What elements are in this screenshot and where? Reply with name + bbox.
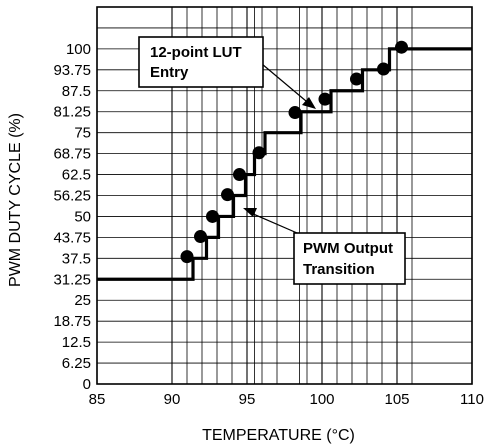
- pwm-transition-arrow-line: [250, 212, 305, 237]
- x-tick-label: 95: [239, 391, 256, 408]
- y-tick-label: 25: [74, 292, 91, 309]
- x-tick-label: 85: [89, 391, 106, 408]
- x-tick-label: 100: [309, 391, 334, 408]
- lut-point: [395, 40, 408, 54]
- x-tick-label: 105: [384, 391, 409, 408]
- lut-point: [377, 62, 390, 76]
- y-tick-label: 12.5: [62, 334, 91, 351]
- lut-entry-arrowhead: [302, 97, 316, 109]
- y-tick-label: 6.25: [62, 355, 91, 372]
- pwm-transition-callout-line-2: Transition: [303, 261, 375, 278]
- y-tick-label: 93.75: [53, 62, 91, 79]
- lut-point: [180, 250, 194, 264]
- y-tick-label: 31.25: [53, 271, 91, 288]
- lut-point: [206, 209, 219, 223]
- x-tick-label: 110: [460, 391, 484, 408]
- y-tick-label: 56.25: [53, 188, 91, 205]
- y-tick-label: 68.75: [53, 146, 91, 163]
- lut-point: [288, 106, 302, 120]
- y-tick-label: 37.5: [62, 250, 91, 267]
- y-tick-label: 81.25: [53, 104, 91, 121]
- lut-entry-arrow-line: [261, 63, 307, 102]
- lut-point: [233, 168, 246, 182]
- lut-entry-callout-line-1: 12-point LUT: [150, 44, 242, 61]
- y-tick-label: 100: [66, 41, 91, 58]
- lut-point: [252, 146, 266, 160]
- pwm-transition-callout: PWM Output Transition: [243, 208, 406, 285]
- y-tick-label: 0: [83, 376, 91, 393]
- y-tick-label: 50: [74, 208, 91, 225]
- lut-point: [221, 188, 234, 202]
- y-tick-label: 18.75: [53, 313, 91, 330]
- y-tick-label: 75: [74, 125, 91, 142]
- lut-point: [194, 230, 207, 244]
- x-axis-label: TEMPERATURE (°C): [202, 427, 355, 444]
- y-tick-label: 87.5: [62, 83, 91, 100]
- lut-entry-callout: 12-point LUT Entry: [138, 36, 316, 109]
- pwm-transition-callout-line-1: PWM Output: [303, 240, 393, 257]
- y-axis-label: PWM DUTY CYCLE (%): [7, 113, 24, 287]
- lut-point: [318, 92, 332, 106]
- x-tick-label: 90: [164, 391, 181, 408]
- pwm-transition-arrowhead: [243, 208, 257, 217]
- lut-entry-callout-line-2: Entry: [150, 64, 189, 81]
- lut-points-series: [180, 40, 408, 264]
- y-tick-label: 62.5: [62, 167, 91, 184]
- lut-entry-callout-box: [138, 36, 264, 88]
- y-tick-labels: 0 6.25 12.5 18.75 25 31.25 37.5 43.75 50 56.25 62.…: [53, 41, 91, 393]
- pwm-transition-callout-box: [293, 232, 406, 285]
- lut-point: [350, 72, 363, 86]
- x-tick-labels: 85 90 95 100 105 110: [89, 391, 484, 408]
- y-tick-label: 43.75: [53, 229, 91, 246]
- plot-frame: [96, 6, 473, 385]
